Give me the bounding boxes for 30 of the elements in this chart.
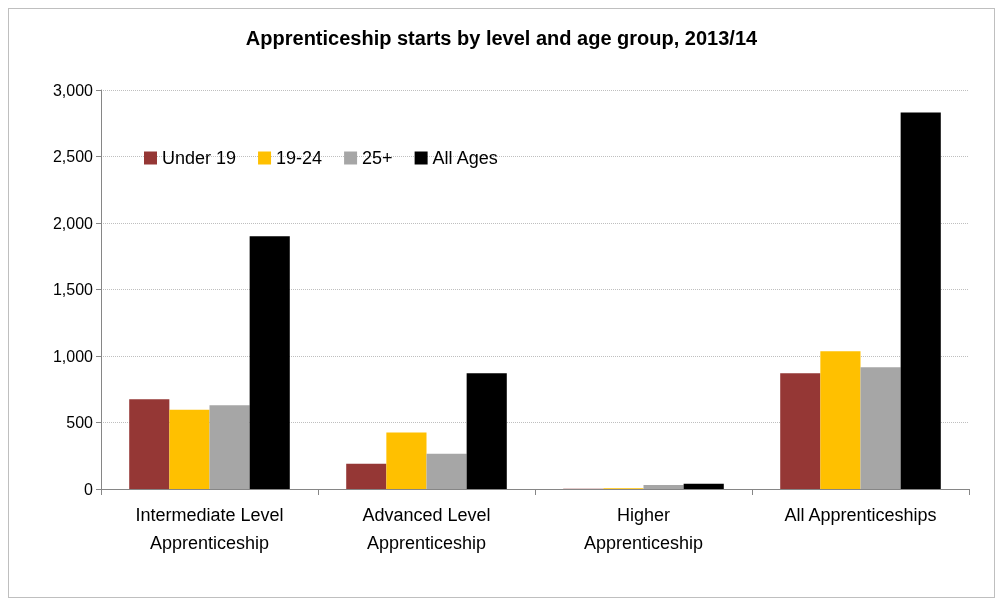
bar [346,463,387,489]
bar [683,483,724,489]
x-tick-label: Higher Apprenticeship [583,505,704,553]
y-tick-label: 1,000 [52,347,94,365]
y-tick-label: 2,000 [52,214,94,232]
bar [860,367,901,489]
bar [820,351,861,489]
bar [249,236,290,489]
bar [169,409,210,489]
chart-title: Apprenticeship starts by level and age group, 2013/14 [245,27,759,49]
x-tick-label: Intermediate Level Apprenticeship [135,505,284,553]
legend-label: All Ages [432,148,498,168]
bar [900,112,941,489]
bar [643,485,684,489]
x-tick-label: Advanced Level Apprenticeship [362,505,491,553]
x-tick-label: All Apprenticeships [784,505,937,525]
y-tick-label: 3,000 [52,81,94,99]
bar [466,373,507,489]
legend-label: Under 19 [162,148,237,168]
y-tick-label: 0 [84,480,94,498]
bar [129,399,170,489]
bar [386,432,427,489]
bar [209,405,250,489]
legend-label: 25+ [362,148,393,168]
y-tick-label: 500 [66,414,94,431]
bar [426,453,467,489]
y-tick-label: 1,500 [52,281,94,298]
legend-label: 19-24 [276,148,323,168]
y-tick-label: 2,500 [52,148,94,165]
bar [780,373,821,489]
